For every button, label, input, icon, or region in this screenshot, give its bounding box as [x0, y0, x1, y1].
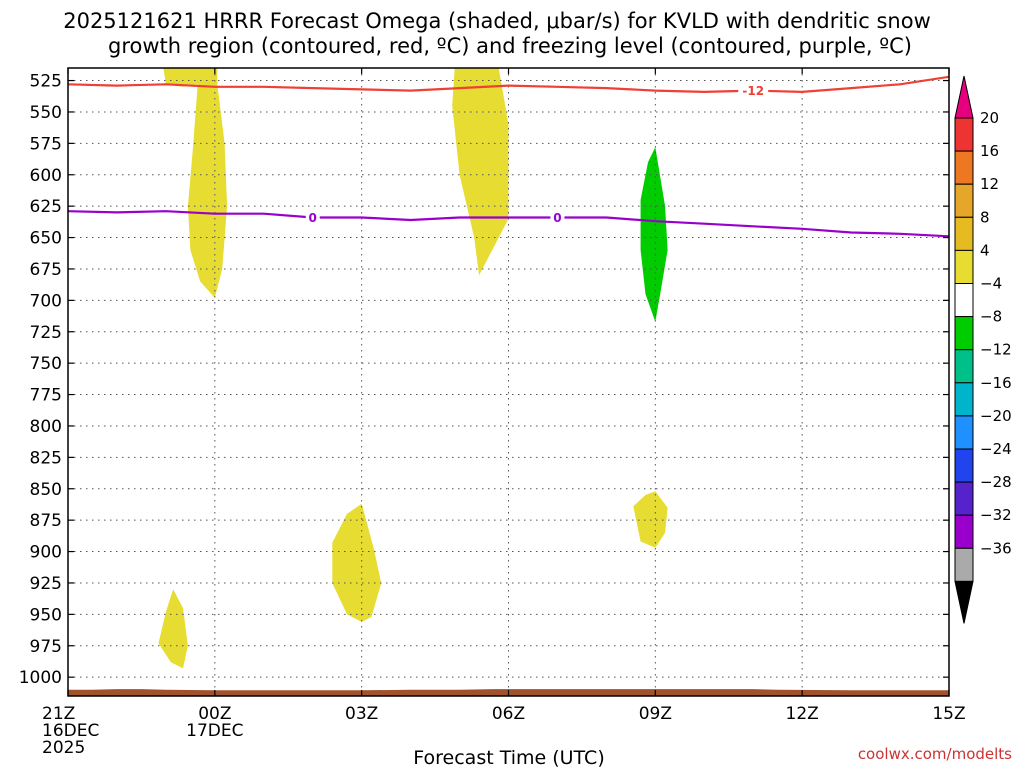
- colorbar-segment-10: [954, 448, 974, 483]
- y-tick-label-650: 650: [30, 229, 62, 249]
- pos-omega-low-09z: [633, 491, 668, 548]
- colorbar-label-2: 12: [980, 175, 999, 193]
- freezing-level-contour-label-0: 0: [309, 211, 317, 225]
- colorbar-segment-3: [954, 216, 974, 251]
- colorbar-label-7: −12: [980, 341, 1012, 359]
- y-tick-label-525: 525: [30, 72, 62, 92]
- colorbar-label-6: −8: [980, 308, 1002, 326]
- colorbar-segment-5: [954, 283, 974, 318]
- freezing-level-contour-label-bg-1: [550, 210, 565, 225]
- colorbar-segment-7: [954, 349, 974, 384]
- y-tick-label-600: 600: [30, 166, 62, 186]
- y-tick-label-975: 975: [30, 637, 62, 657]
- neg-omega-09z: [640, 147, 668, 322]
- x-tick-label-15-0: 12Z: [786, 704, 819, 724]
- y-tick-label-575: 575: [30, 134, 62, 154]
- dgz-contour-label-bg-0: [738, 83, 769, 98]
- colorbar-segment-1: [954, 150, 974, 185]
- colorbar: 20 16 12 8 4 −4 −8 −12 −16 −20 −24 −28 −32 −36: [954, 75, 1012, 624]
- x-tick-label-6-0: 03Z: [345, 704, 378, 724]
- colorbar-segment-13: [954, 547, 974, 582]
- x-tick-label-3-0: 00Z: [198, 704, 231, 724]
- y-axis: 525 550 575 600 625 650 675 700 725 750 775 800 825 8…: [19, 72, 949, 688]
- y-tick-label-725: 725: [30, 323, 62, 343]
- y-tick-label-875: 875: [30, 511, 62, 531]
- colorbar-label-10: −24: [980, 440, 1012, 458]
- chart-title-line1: 2025121621 HRRR Forecast Omega (shaded, …: [63, 9, 931, 33]
- colorbar-segment-11: [954, 481, 974, 516]
- colorbar-label-11: −28: [980, 473, 1012, 491]
- colorbar-segment-2: [954, 183, 974, 218]
- colorbar-label-0: 20: [980, 109, 999, 127]
- y-tick-label-800: 800: [30, 417, 62, 437]
- y-tick-label-1000: 1000: [19, 668, 62, 688]
- x-tick-label-9-0: 06Z: [492, 704, 525, 724]
- freezing-level-contour: [68, 210, 949, 238]
- credit-text: coolwx.com/modelts: [858, 745, 1012, 763]
- colorbar-label-3: 8: [980, 208, 990, 226]
- y-tick-label-950: 950: [30, 605, 62, 625]
- y-tick-label-900: 900: [30, 543, 62, 563]
- x-tick-label-0-0: 21Z: [42, 704, 75, 724]
- y-tick-label-550: 550: [30, 103, 62, 123]
- colorbar-top-arrow: [954, 75, 974, 119]
- colorbar-segment-4: [954, 249, 974, 284]
- colorbar-label-13: −36: [980, 539, 1012, 557]
- pos-omega-low-2330z: [158, 589, 188, 669]
- contour-label-layer: -12 0 0: [305, 83, 769, 225]
- x-axis-label: Forecast Time (UTC): [413, 747, 604, 768]
- dgz-contour-label-0: -12: [742, 84, 764, 98]
- pos-omega-low-03z: [332, 503, 382, 622]
- y-tick-label-825: 825: [30, 448, 62, 468]
- y-tick-label-675: 675: [30, 260, 62, 280]
- colorbar-segment-6: [954, 316, 974, 351]
- grid-lines: [68, 68, 949, 696]
- pos-omega-upper-05z: [452, 68, 509, 276]
- colorbar-segment-8: [954, 382, 974, 417]
- contour-layer: [68, 75, 949, 238]
- y-tick-label-625: 625: [30, 197, 62, 217]
- pos-omega-upper-00z: [163, 68, 228, 298]
- x-tick-label-12-0: 09Z: [639, 704, 672, 724]
- colorbar-segment-0: [954, 117, 974, 152]
- x-tick-label-0-2: 2025: [42, 738, 85, 758]
- colorbar-segment-12: [954, 514, 974, 549]
- freezing-level-contour-label-1: 0: [553, 211, 561, 225]
- y-tick-label-850: 850: [30, 480, 62, 500]
- colorbar-label-12: −32: [980, 506, 1012, 524]
- colorbar-bottom-arrow: [954, 580, 974, 624]
- colorbar-segment-9: [954, 415, 974, 450]
- omega-shading-layer: [158, 68, 668, 669]
- colorbar-label-4: 4: [980, 241, 990, 259]
- y-tick-label-700: 700: [30, 291, 62, 311]
- colorbar-label-1: 16: [980, 142, 999, 160]
- chart-title-line2: growth region (contoured, red, ºC) and f…: [108, 34, 912, 58]
- y-tick-label-925: 925: [30, 574, 62, 594]
- freezing-level-contour-label-bg-0: [305, 210, 320, 225]
- x-tick-label-18-0: 15Z: [932, 704, 965, 724]
- dgz-contour: [68, 75, 949, 94]
- colorbar-label-8: −16: [980, 374, 1012, 392]
- x-tick-label-3-1: 17DEC: [186, 721, 243, 741]
- y-tick-label-775: 775: [30, 386, 62, 406]
- x-tick-label-0-1: 16DEC: [42, 721, 99, 741]
- colorbar-label-5: −4: [980, 275, 1002, 293]
- colorbar-label-9: −20: [980, 407, 1012, 425]
- y-tick-label-750: 750: [30, 354, 62, 374]
